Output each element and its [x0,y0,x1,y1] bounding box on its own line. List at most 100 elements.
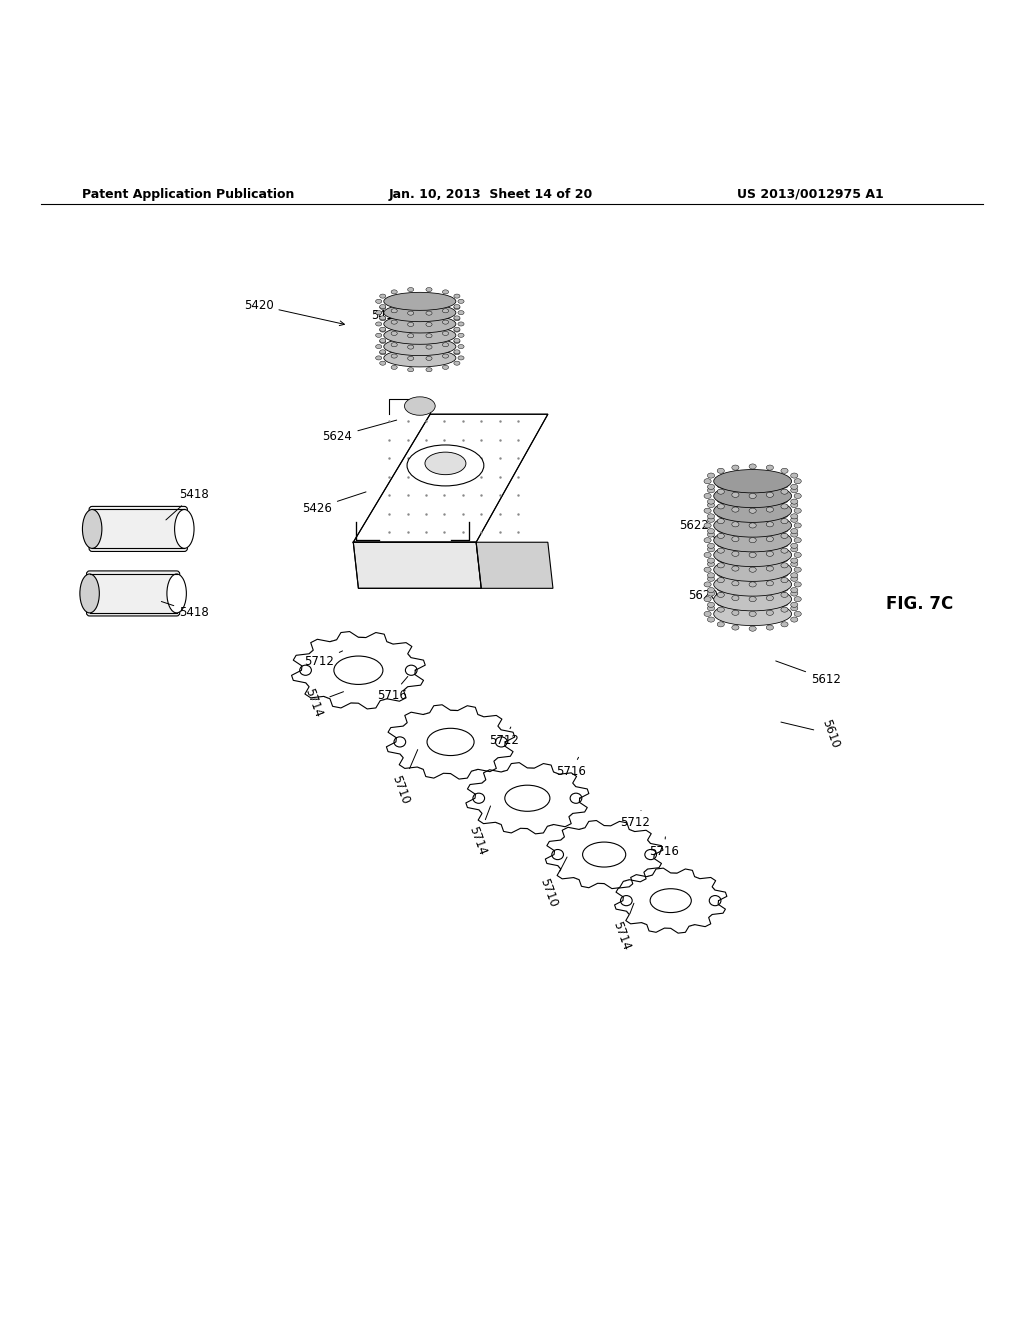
Ellipse shape [717,469,724,474]
Text: 5418: 5418 [162,602,209,619]
Text: 5624: 5624 [323,420,396,442]
Ellipse shape [454,351,460,355]
Ellipse shape [708,573,715,578]
Ellipse shape [442,323,449,327]
Ellipse shape [791,532,798,537]
FancyBboxPatch shape [86,572,180,616]
Ellipse shape [717,490,724,494]
Ellipse shape [391,346,397,351]
Text: Jan. 10, 2013  Sheet 14 of 20: Jan. 10, 2013 Sheet 14 of 20 [389,187,593,201]
Ellipse shape [442,354,449,358]
Ellipse shape [426,345,432,348]
Ellipse shape [454,338,460,343]
Ellipse shape [442,290,449,294]
Ellipse shape [781,512,788,517]
Ellipse shape [380,351,386,355]
Ellipse shape [708,488,715,492]
Ellipse shape [376,310,382,314]
Ellipse shape [426,288,432,292]
Ellipse shape [781,527,788,532]
Ellipse shape [750,537,756,543]
Ellipse shape [408,322,414,326]
Ellipse shape [427,729,474,755]
Ellipse shape [425,453,466,475]
Ellipse shape [781,548,788,553]
Ellipse shape [408,322,414,326]
Ellipse shape [442,343,449,347]
Ellipse shape [705,508,711,513]
Ellipse shape [708,528,715,533]
Ellipse shape [80,574,99,612]
Ellipse shape [708,499,715,504]
Text: 5716: 5716 [649,837,679,858]
Text: 5622: 5622 [679,519,733,548]
Ellipse shape [442,335,449,339]
Ellipse shape [426,345,432,348]
Ellipse shape [454,315,460,319]
Text: 5426: 5426 [302,492,366,515]
Ellipse shape [454,339,460,343]
Ellipse shape [795,508,801,513]
Ellipse shape [380,350,386,354]
Ellipse shape [408,356,414,360]
Ellipse shape [766,521,773,527]
Ellipse shape [454,305,460,309]
Ellipse shape [781,601,788,606]
Ellipse shape [781,533,788,539]
Ellipse shape [717,498,724,503]
Ellipse shape [791,473,798,478]
Ellipse shape [710,895,721,906]
Ellipse shape [717,483,724,488]
Ellipse shape [454,305,460,309]
Ellipse shape [791,577,798,581]
Ellipse shape [408,310,414,314]
Ellipse shape [167,574,186,612]
Text: 5420: 5420 [244,298,344,326]
Ellipse shape [426,310,432,314]
Ellipse shape [442,346,449,351]
Ellipse shape [473,793,484,804]
Ellipse shape [732,492,739,498]
Text: 5612: 5612 [776,661,841,685]
Ellipse shape [380,305,386,309]
Ellipse shape [391,343,397,347]
Ellipse shape [404,397,435,416]
Ellipse shape [442,319,449,325]
Ellipse shape [781,622,788,627]
Ellipse shape [475,768,580,829]
Ellipse shape [442,301,449,305]
Ellipse shape [458,333,464,338]
Ellipse shape [334,656,383,685]
Ellipse shape [376,356,382,360]
Ellipse shape [717,519,724,524]
Ellipse shape [717,593,724,598]
Ellipse shape [714,544,792,566]
Ellipse shape [791,616,798,622]
Ellipse shape [781,562,788,568]
Text: 5712: 5712 [621,810,650,829]
Ellipse shape [708,503,715,508]
Ellipse shape [83,510,102,548]
Ellipse shape [750,597,756,602]
Ellipse shape [795,552,801,557]
Ellipse shape [750,463,756,469]
Ellipse shape [376,322,382,326]
Ellipse shape [454,294,460,298]
Ellipse shape [766,552,773,556]
Ellipse shape [458,356,464,360]
Ellipse shape [750,568,756,573]
Polygon shape [292,631,425,709]
Ellipse shape [708,532,715,537]
Ellipse shape [705,552,711,557]
Ellipse shape [795,611,801,616]
Ellipse shape [781,578,788,582]
FancyBboxPatch shape [89,507,187,552]
Ellipse shape [732,581,739,586]
Ellipse shape [384,338,456,355]
Ellipse shape [458,300,464,304]
Ellipse shape [732,495,739,500]
Ellipse shape [396,710,505,774]
Text: 5712: 5712 [489,727,519,747]
Ellipse shape [391,309,397,313]
Ellipse shape [384,292,456,310]
